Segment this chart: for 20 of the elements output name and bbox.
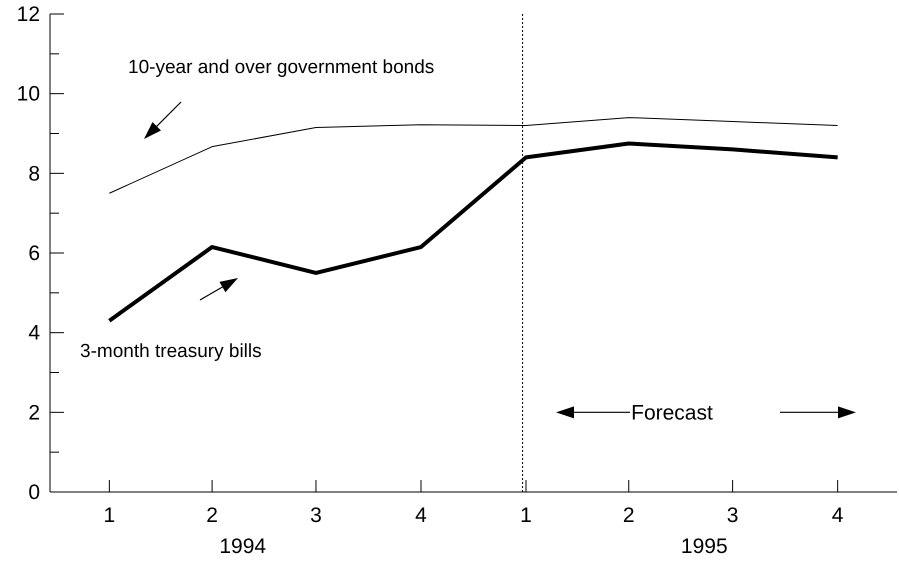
y-tick-label: 4: [28, 322, 40, 345]
x-tick-label: 3: [726, 504, 738, 527]
x-tick-label: 4: [415, 504, 428, 527]
x-tick-label: 1: [104, 504, 116, 527]
x-tick-label: 2: [622, 504, 635, 527]
annotation: Forecast: [631, 401, 713, 424]
y-tick-label: 10: [16, 82, 40, 106]
x-tick-label: 3: [310, 504, 322, 527]
text: 1994: [219, 535, 266, 558]
x-tick-label: 2: [206, 504, 218, 527]
text: 1995: [680, 535, 728, 558]
series-label: 3-month treasury bills: [80, 341, 262, 362]
y-tick-label: 12: [16, 3, 40, 26]
x-tick-label: 1: [520, 504, 532, 527]
y-tick-label: 0: [28, 481, 40, 504]
y-tick-label: 8: [28, 162, 40, 186]
text: 10-year and over government bonds: [128, 57, 434, 78]
x-tick-label: 4: [832, 504, 844, 527]
y-tick-label: 2: [28, 401, 40, 424]
y-tick-label: 6: [28, 242, 40, 265]
